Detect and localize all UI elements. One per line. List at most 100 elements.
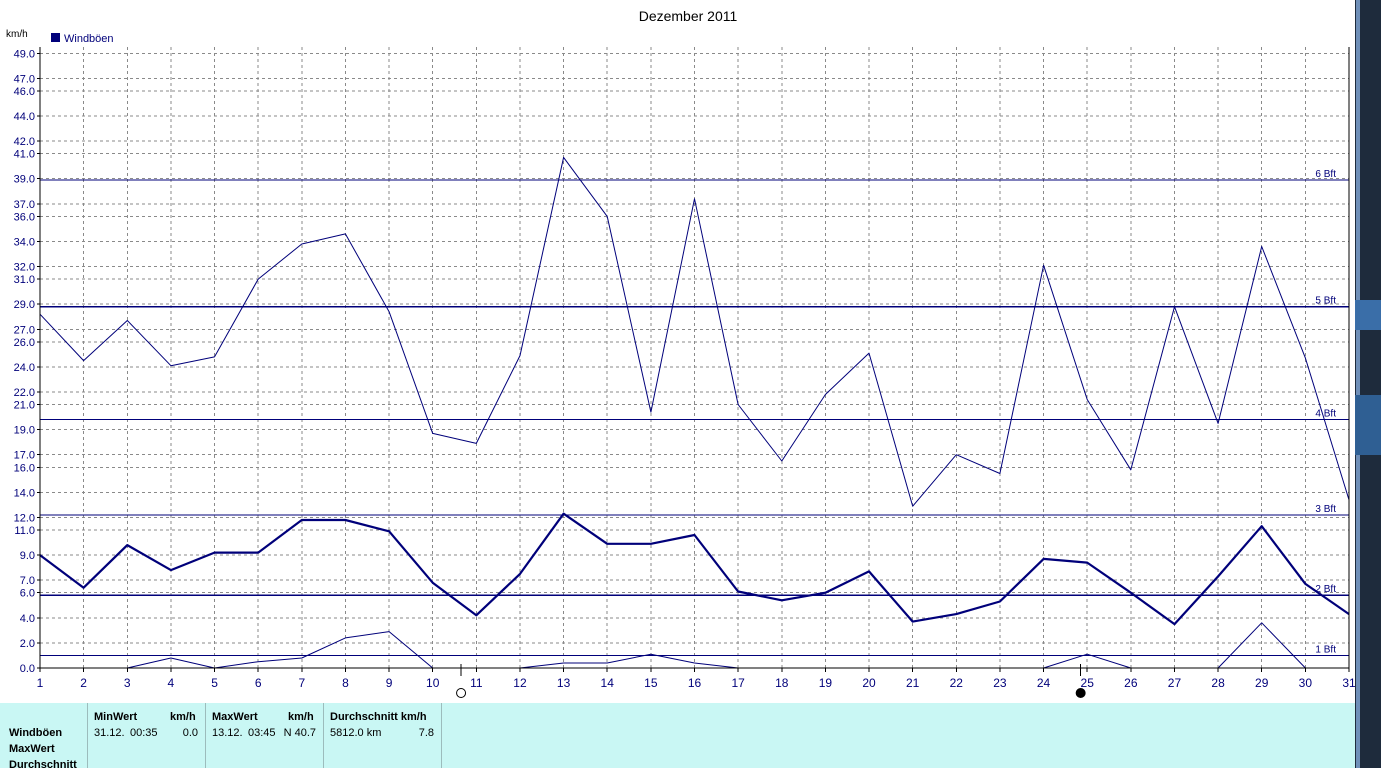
y-tick-label: 31.0 <box>14 274 35 286</box>
x-tick-label: 2 <box>80 676 87 690</box>
x-tick-label: 22 <box>950 676 964 690</box>
x-tick-label: 24 <box>1037 676 1051 690</box>
wind-gust-chart: 1 Bft 2 Bft 3 Bft 4 Bft 5 Bft 6 Bft 0.0 2.0 4.0… <box>6 8 1355 698</box>
summary-panel: Windböen MaxWert Durchschnitt MinWert km… <box>0 703 1355 771</box>
x-tick-label: 12 <box>513 676 527 690</box>
x-tick-label: 1 <box>37 676 44 690</box>
y-tick-label: 34.0 <box>14 236 35 248</box>
beaufort-label: 6 Bft <box>1315 169 1336 180</box>
y-tick-label: 17.0 <box>14 450 35 462</box>
y-tick-label: 21.0 <box>14 400 35 412</box>
x-tick-label: 8 <box>342 676 349 690</box>
y-tick-label: 47.0 <box>14 73 35 85</box>
beaufort-label: 1 Bft <box>1315 644 1336 655</box>
beaufort-lines: 1 Bft 2 Bft 3 Bft 4 Bft 5 Bft 6 Bft <box>40 169 1349 657</box>
y-tick-label: 26.0 <box>14 337 35 349</box>
y-tick-label: 22.0 <box>14 387 35 399</box>
y-tick-label: 7.0 <box>20 575 35 587</box>
row-label-durchschnitt: Durchschnitt <box>9 759 77 771</box>
min-time: 00:35 <box>130 727 158 739</box>
beaufort-label: 5 Bft <box>1315 296 1336 307</box>
x-tick-label: 30 <box>1299 676 1313 690</box>
y-tick-label: 24.0 <box>14 362 35 374</box>
x-tick-label: 18 <box>775 676 789 690</box>
x-tick-label: 4 <box>168 676 175 690</box>
y-tick-label: 37.0 <box>14 199 35 211</box>
max-header: MaxWert <box>212 711 258 723</box>
series-line-min <box>519 653 739 669</box>
y-axis-unit: km/h <box>6 29 28 40</box>
max-time: 03:45 <box>248 727 276 739</box>
avg-header: Durchschnitt km/h <box>330 711 427 723</box>
x-tick-label: 13 <box>557 676 571 690</box>
x-tick-label: 20 <box>862 676 876 690</box>
series-line-max <box>39 156 1350 507</box>
y-tick-label: 2.0 <box>20 638 35 650</box>
full-moon-icon <box>456 688 467 698</box>
y-tick-label: 27.0 <box>14 324 35 336</box>
y-tick-label: 11.0 <box>14 525 35 537</box>
y-tick-label: 39.0 <box>14 174 35 186</box>
x-tick-label: 17 <box>731 676 745 690</box>
row-label-windboeen: Windböen <box>9 727 63 739</box>
series-lines <box>39 156 1350 669</box>
series-line-min <box>1217 622 1306 669</box>
max-date: 13.12. <box>212 727 243 739</box>
x-tick-label: 29 <box>1255 676 1269 690</box>
y-tick-label: 19.0 <box>14 425 35 437</box>
window-edge <box>1355 0 1381 768</box>
min-value: 0.0 <box>182 727 198 739</box>
y-tick-label: 12.0 <box>14 512 35 524</box>
legend-label: Windböen <box>64 33 114 45</box>
row-label-maxwert: MaxWert <box>9 743 55 755</box>
grid <box>40 47 1350 668</box>
max-value: N 40.7 <box>283 727 316 739</box>
y-tick-label: 29.0 <box>14 299 35 311</box>
x-tick-label: 21 <box>906 676 920 690</box>
y-tick-label: 42.0 <box>14 136 35 148</box>
y-tick-label: 44.0 <box>14 111 35 123</box>
series-line-avg <box>39 512 1350 626</box>
x-tick-label: 3 <box>124 676 131 690</box>
y-tick-label: 4.0 <box>20 613 35 625</box>
avg-value: 7.8 <box>418 727 434 739</box>
x-tick-label: 25 <box>1081 676 1095 690</box>
y-tick-label: 32.0 <box>14 262 35 274</box>
chart-title: Dezember 2011 <box>639 8 738 24</box>
x-tick-label: 9 <box>386 676 393 690</box>
x-tick-label: 14 <box>601 676 615 690</box>
y-tick-label: 36.0 <box>14 211 35 223</box>
beaufort-label: 3 Bft <box>1315 504 1336 515</box>
avg-distance: 5812.0 km <box>330 727 382 739</box>
x-tick-label: 10 <box>426 676 440 690</box>
beaufort-label: 4 Bft <box>1315 409 1336 420</box>
x-tick-label: 27 <box>1168 676 1182 690</box>
beaufort-label: 2 Bft <box>1315 584 1336 595</box>
axes <box>39 47 1350 669</box>
x-tick-label: 7 <box>298 676 305 690</box>
y-tick-label: 0.0 <box>20 663 35 675</box>
x-tick-label: 15 <box>644 676 658 690</box>
y-tick-label: 16.0 <box>14 462 35 474</box>
y-tick-label: 49.0 <box>14 48 35 60</box>
new-moon-icon <box>1075 688 1086 698</box>
y-tick-label: 46.0 <box>14 86 35 98</box>
min-header: MinWert <box>94 711 138 723</box>
y-tick-label: 14.0 <box>14 487 35 499</box>
x-tick-label: 5 <box>211 676 218 690</box>
series-line-min <box>1043 653 1131 669</box>
y-tick-labels: 0.0 2.0 4.0 6.07.0 9.0 11.012.0 14.0 16.017.0 19… <box>14 48 40 675</box>
max-unit: km/h <box>288 711 314 723</box>
y-tick-label: 41.0 <box>14 149 35 161</box>
x-tick-label: 23 <box>993 676 1007 690</box>
x-tick-label: 6 <box>255 676 262 690</box>
x-tick-label: 28 <box>1211 676 1225 690</box>
x-tick-label: 16 <box>688 676 702 690</box>
y-tick-label: 6.0 <box>20 588 35 600</box>
x-tick-labels: 1 2 3 4 5 6 7 8 9 10 11 12 13 14 15 16 17 18 19 20 21 22 23 24 2… <box>37 668 1355 690</box>
legend-swatch <box>51 33 60 42</box>
min-unit: km/h <box>170 711 196 723</box>
series-line-min <box>127 631 434 669</box>
x-tick-label: 11 <box>470 676 483 690</box>
min-date: 31.12. <box>94 727 125 739</box>
